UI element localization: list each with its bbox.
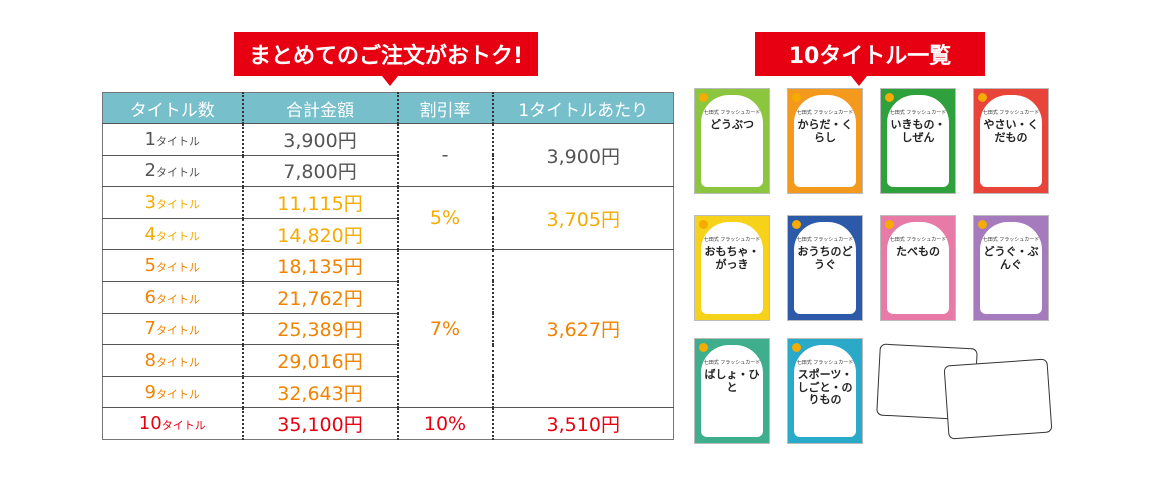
table-row: 8タイトル 29,016円 bbox=[102, 344, 674, 377]
book-title: たべもの bbox=[896, 245, 940, 258]
table-row: 4タイトル 14,820円 bbox=[102, 217, 674, 250]
title-count: 6タイトル bbox=[102, 280, 243, 314]
book-cover: 七田式 フラッシュカードおうちのどうぐ bbox=[787, 215, 863, 321]
book-cover: 七田式 フラッシュカードばしょ・ひと bbox=[694, 338, 770, 444]
title-list-callout: 10タイトル一覧 bbox=[755, 32, 985, 86]
book-subtitle: 七田式 フラッシュカード bbox=[982, 110, 1040, 116]
discount-rate: 10% bbox=[396, 407, 493, 440]
bulk-discount-callout: まとめてのご注文がおトク! bbox=[234, 32, 538, 86]
book-title: どうぐ・ぶんぐ bbox=[983, 245, 1039, 271]
lion-card bbox=[943, 358, 1053, 440]
table-row: 3タイトル 11,115円 5% 3,705円 bbox=[102, 186, 674, 250]
book-subtitle: 七田式 フラッシュカード bbox=[796, 237, 854, 243]
total-price: 11,115円 bbox=[241, 186, 398, 219]
book-cover: 七田式 フラッシュカードやさい・くだもの bbox=[973, 88, 1049, 194]
discount-rate: 7% bbox=[396, 249, 493, 408]
total-price: 18,135円 bbox=[241, 249, 398, 282]
per-title-price: 3,627円 bbox=[491, 249, 674, 408]
table-row: 10タイトル 35,100円 10% 3,510円 bbox=[102, 407, 674, 440]
title-count: 7タイトル bbox=[102, 312, 243, 345]
per-title-price: 3,705円 bbox=[491, 186, 674, 250]
discount-rate: 5% bbox=[396, 186, 493, 250]
book-title: ばしょ・ひと bbox=[704, 368, 760, 394]
table-row: 9タイトル 32,643円 bbox=[102, 375, 674, 408]
title-count: 9タイトル bbox=[102, 375, 243, 408]
book-subtitle: 七田式 フラッシュカード bbox=[889, 237, 947, 243]
book-subtitle: 七田式 フラッシュカード bbox=[889, 110, 947, 116]
total-price: 35,100円 bbox=[241, 407, 398, 440]
book-subtitle: 七田式 フラッシュカード bbox=[796, 360, 854, 366]
total-price: 25,389円 bbox=[241, 312, 398, 345]
book-title: やさい・くだもの bbox=[983, 118, 1039, 144]
book-subtitle: 七田式 フラッシュカード bbox=[703, 110, 761, 116]
table-row: 2タイトル 7,800円 bbox=[102, 154, 674, 187]
book-subtitle: 七田式 フラッシュカード bbox=[982, 237, 1040, 243]
book-subtitle: 七田式 フラッシュカード bbox=[703, 237, 761, 243]
logo-icon bbox=[792, 343, 801, 352]
column-header: 合計金額 bbox=[241, 92, 398, 124]
total-price: 32,643円 bbox=[241, 375, 398, 408]
per-title-price: 3,900円 bbox=[491, 122, 674, 187]
title-count: 2タイトル bbox=[102, 154, 243, 187]
table-row: 6タイトル 21,762円 bbox=[102, 280, 674, 314]
book-title: おうちのどうぐ bbox=[797, 245, 853, 271]
title-count: 8タイトル bbox=[102, 344, 243, 377]
logo-icon bbox=[792, 220, 801, 229]
logo-icon bbox=[699, 220, 708, 229]
book-cover: 七田式 フラッシュカードスポーツ・しごと・のりもの bbox=[787, 338, 863, 444]
per-title-price: 3,510円 bbox=[491, 407, 674, 440]
total-price: 3,900円 bbox=[241, 123, 398, 156]
total-price: 21,762円 bbox=[241, 280, 398, 314]
logo-icon bbox=[792, 93, 801, 102]
column-header: 1タイトルあたり bbox=[491, 92, 674, 124]
title-count: 5タイトル bbox=[102, 249, 243, 282]
total-price: 29,016円 bbox=[241, 344, 398, 377]
title-count: 3タイトル bbox=[102, 186, 243, 219]
logo-icon bbox=[699, 343, 708, 352]
book-cover: 七田式 フラッシュカードいきもの・しぜん bbox=[880, 88, 956, 194]
title-count: 1タイトル bbox=[102, 123, 243, 156]
book-title: からだ・くらし bbox=[797, 118, 853, 144]
table-row: 7タイトル 25,389円 bbox=[102, 312, 674, 345]
column-header: タイトル数 bbox=[102, 92, 243, 124]
column-header: 割引率 bbox=[396, 92, 493, 124]
book-title: おもちゃ・がっき bbox=[704, 245, 760, 271]
book-cover: 七田式 フラッシュカードおもちゃ・がっき bbox=[694, 215, 770, 321]
price-table: タイトル数 合計金額 割引率 1タイトルあたり 1タイトル 3,900円 -3,900円 2… bbox=[102, 92, 674, 440]
logo-icon bbox=[885, 220, 894, 229]
title-count: 4タイトル bbox=[102, 217, 243, 250]
book-cover: 七田式 フラッシュカードどうぐ・ぶんぐ bbox=[973, 215, 1049, 321]
discount-rate: - bbox=[396, 122, 493, 187]
book-cover: 七田式 フラッシュカードからだ・くらし bbox=[787, 88, 863, 194]
book-title: スポーツ・しごと・のりもの bbox=[797, 368, 853, 407]
book-subtitle: 七田式 フラッシュカード bbox=[703, 360, 761, 366]
logo-icon bbox=[978, 220, 987, 229]
logo-icon bbox=[885, 93, 894, 102]
table-row: 5タイトル 18,135円 7% 3,627円 bbox=[102, 249, 674, 408]
book-subtitle: 七田式 フラッシュカード bbox=[796, 110, 854, 116]
title-count: 10タイトル bbox=[102, 407, 243, 440]
book-title: どうぶつ bbox=[710, 118, 754, 131]
book-cover: 七田式 フラッシュカードどうぶつ bbox=[694, 88, 770, 194]
table-row: 1タイトル 3,900円 -3,900円 bbox=[102, 122, 674, 187]
logo-icon bbox=[978, 93, 987, 102]
logo-icon bbox=[699, 93, 708, 102]
book-title: いきもの・しぜん bbox=[890, 118, 946, 144]
total-price: 7,800円 bbox=[241, 154, 398, 187]
book-cover: 七田式 フラッシュカードたべもの bbox=[880, 215, 956, 321]
total-price: 14,820円 bbox=[241, 217, 398, 250]
